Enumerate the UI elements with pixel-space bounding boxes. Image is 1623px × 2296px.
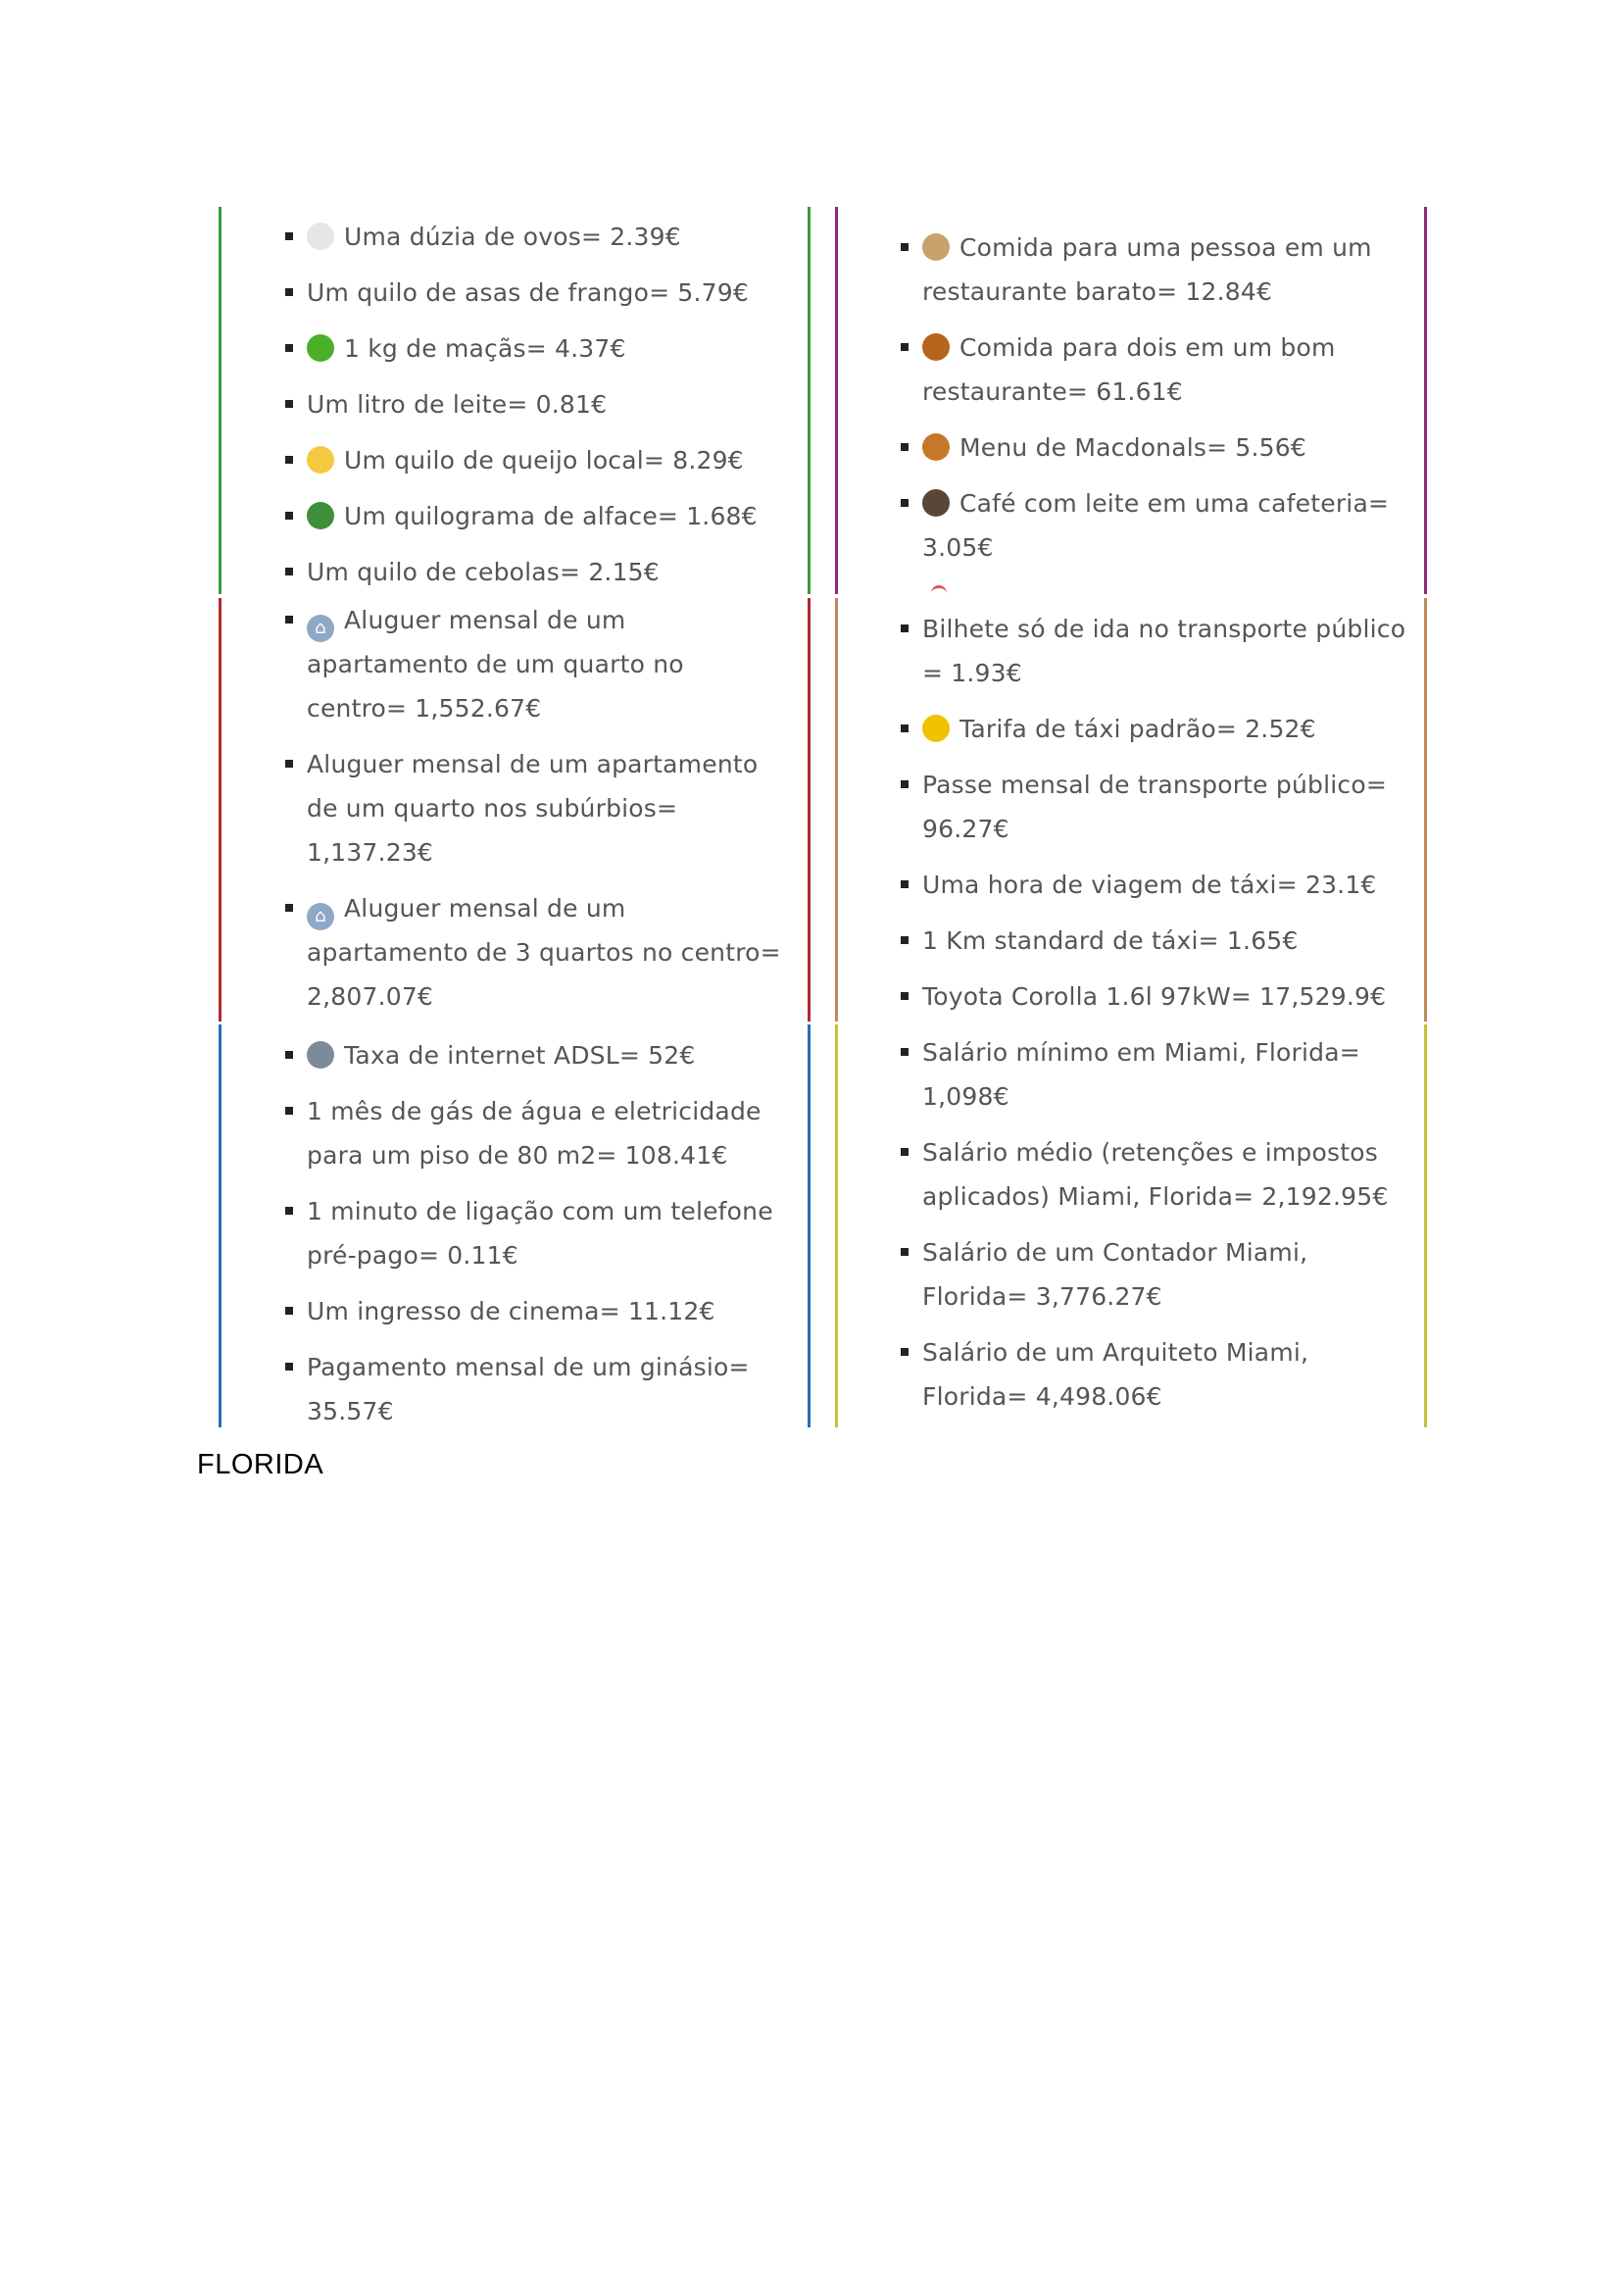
satellite-antenna-icon [307,1041,334,1069]
list-item-text: Bilhete só de ida no transporte público … [922,615,1406,687]
list-item-text: Taxa de internet ADSL= 52€ [344,1041,696,1070]
transport-list: Bilhete só de ida no transporte público … [838,607,1424,1019]
list-item: Salário de um Contador Miami, Florida= 3… [901,1230,1410,1319]
green-apple-icon [307,334,334,362]
salad-icon [307,502,334,529]
list-item: ⌂ Aluguer mensal de um apartamento de 3 q… [285,886,788,1019]
house-icon: ⌂ [307,903,334,930]
salaries-list: Salário mínimo em Miami, Florida= 1,098€… [838,1030,1424,1419]
list-item: Um quilo de queijo local= 8.29€ [285,438,788,482]
list-item-text: Menu de Macdonals= 5.56€ [959,433,1306,462]
list-item-text: Salário de um Contador Miami, Florida= 3… [922,1238,1308,1311]
list-item-text: Aluguer mensal de um apartamento de 3 qu… [307,894,781,1011]
list-item-text: Um quilo de cebolas= 2.15€ [307,558,660,586]
list-item-text: 1 minuto de ligação com um telefone pré-… [307,1197,773,1270]
list-item: 1 mês de gás de água e eletricidade para… [285,1089,788,1177]
panel-utilities: Taxa de internet ADSL= 52€ 1 mês de gás d… [219,1024,811,1427]
list-item: 1 minuto de ligação com um telefone pré-… [285,1189,788,1277]
list-item: Passe mensal de transporte público= 96.2… [901,763,1410,851]
panel-transport: Bilhete só de ida no transporte público … [835,598,1427,1022]
shallow-pan-icon [922,333,950,361]
list-item-text: Passe mensal de transporte público= 96.2… [922,771,1387,843]
food-list: Uma dúzia de ovos= 2.39€ Um quilo de asas… [221,215,808,594]
list-item: Salário médio (retenções e impostos apli… [901,1130,1410,1219]
list-item-text: Café com leite em uma cafeteria= 3.05€ [922,489,1390,562]
list-item: Comida para dois em um bom restaurante= … [901,325,1410,414]
list-item-text: Salário médio (retenções e impostos apli… [922,1138,1389,1211]
list-item-text: Comida para dois em um bom restaurante= … [922,333,1336,406]
list-item: Toyota Corolla 1.6l 97kW= 17,529.9€ [901,974,1410,1019]
list-item: Um quilo de asas de frango= 5.79€ [285,271,788,315]
list-item-text: Um quilograma de alface= 1.68€ [344,502,758,530]
hamburger-icon [922,433,950,461]
list-item: Tarifa de táxi padrão= 2.52€ [901,707,1410,751]
list-item-text: Tarifa de táxi padrão= 2.52€ [959,715,1316,743]
list-item-text: Comida para uma pessoa em um restaurante… [922,233,1372,306]
footer-label: FLORIDA [197,1449,324,1480]
panel-food: Uma dúzia de ovos= 2.39€ Um quilo de asas… [219,207,811,594]
panel-salaries: Salário mínimo em Miami, Florida= 1,098€… [835,1024,1427,1427]
list-item-text: Um ingresso de cinema= 11.12€ [307,1297,715,1325]
list-item-text: Aluguer mensal de um apartamento de um q… [307,606,684,723]
list-item: Pagamento mensal de um ginásio= 35.57€ [285,1345,788,1433]
list-item: ⌂ Aluguer mensal de um apartamento de um … [285,598,788,730]
list-item-text: Salário mínimo em Miami, Florida= 1,098€ [922,1038,1360,1111]
list-item-text: Um quilo de queijo local= 8.29€ [344,446,744,474]
list-item: Um quilograma de alface= 1.68€ [285,494,788,538]
list-item: Menu de Macdonals= 5.56€ [901,425,1410,470]
list-item-text: Aluguer mensal de um apartamento de um q… [307,750,759,867]
list-item: Bilhete só de ida no transporte público … [901,607,1410,695]
restaurants-list: Comida para uma pessoa em um restaurante… [838,225,1424,570]
taxi-icon [922,715,950,742]
list-item-text: Um quilo de asas de frango= 5.79€ [307,278,749,307]
list-item: Um quilo de cebolas= 2.15€ [285,550,788,594]
list-item-text: 1 mês de gás de água e eletricidade para… [307,1097,762,1170]
list-item: Uma dúzia de ovos= 2.39€ [285,215,788,259]
list-item-text: Uma dúzia de ovos= 2.39€ [344,223,681,251]
cropped-icon-fragment [931,585,947,594]
housing-list: ⌂ Aluguer mensal de um apartamento de um … [221,598,808,1019]
panel-restaurants: Comida para uma pessoa em um restaurante… [835,207,1427,594]
list-item: Um litro de leite= 0.81€ [285,382,788,426]
list-item-text: Toyota Corolla 1.6l 97kW= 17,529.9€ [922,982,1387,1011]
list-item: Comida para uma pessoa em um restaurante… [901,225,1410,314]
list-item: Café com leite em uma cafeteria= 3.05€ [901,481,1410,570]
list-item: Uma hora de viagem de táxi= 23.1€ [901,863,1410,907]
burrito-icon [922,233,950,261]
panel-housing: ⌂ Aluguer mensal de um apartamento de um … [219,598,811,1022]
egg-icon [307,223,334,250]
list-item: Salário de um Arquiteto Miami, Florida= … [901,1330,1410,1419]
coffee-icon [922,489,950,517]
list-item: 1 Km standard de táxi= 1.65€ [901,919,1410,963]
list-item-text: Um litro de leite= 0.81€ [307,390,608,419]
cheese-icon [307,446,334,474]
list-item-text: Salário de um Arquiteto Miami, Florida= … [922,1338,1309,1411]
list-item: Aluguer mensal de um apartamento de um q… [285,742,788,874]
list-item: Um ingresso de cinema= 11.12€ [285,1289,788,1333]
list-item-text: Uma hora de viagem de táxi= 23.1€ [922,871,1377,899]
list-item: Salário mínimo em Miami, Florida= 1,098€ [901,1030,1410,1119]
list-item: Taxa de internet ADSL= 52€ [285,1033,788,1077]
list-item-text: 1 kg de maçãs= 4.37€ [344,334,626,363]
list-item-text: Pagamento mensal de um ginásio= 35.57€ [307,1353,750,1425]
list-item: 1 kg de maçãs= 4.37€ [285,326,788,371]
utilities-list: Taxa de internet ADSL= 52€ 1 mês de gás d… [221,1033,808,1433]
list-item-text: 1 Km standard de táxi= 1.65€ [922,926,1299,955]
house-icon: ⌂ [307,615,334,642]
